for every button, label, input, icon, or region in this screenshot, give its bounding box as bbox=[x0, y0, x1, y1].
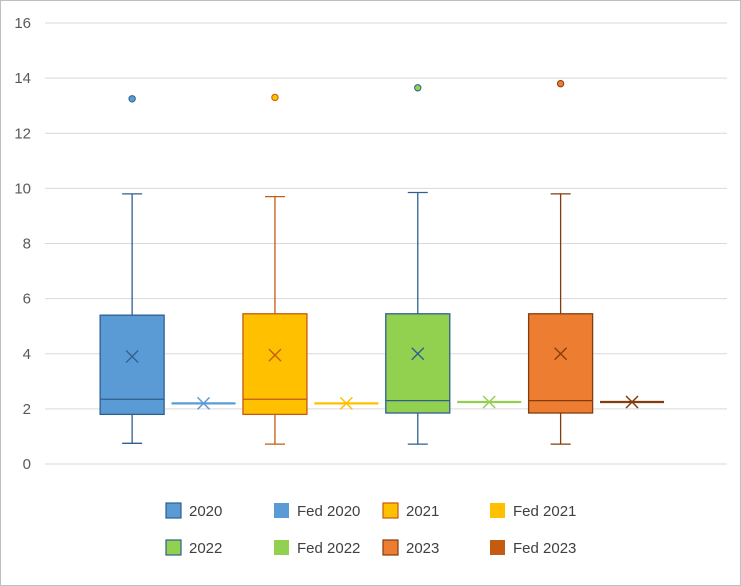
legend-item-2023: 2023 bbox=[382, 539, 439, 557]
y-axis-tick-labels: 0 2 4 6 8 10 12 14 16 bbox=[14, 15, 31, 473]
series-fed-2022 bbox=[457, 395, 522, 409]
mean-marker-b bbox=[625, 395, 639, 409]
iqr-box bbox=[385, 313, 451, 414]
legend-swatch bbox=[490, 503, 505, 518]
legend-label: Fed 2020 bbox=[297, 503, 360, 520]
legend-item-fed-2022: Fed 2022 bbox=[274, 540, 360, 557]
legend-item-2022: 2022 bbox=[165, 539, 222, 557]
legend-label: 2023 bbox=[406, 540, 439, 557]
y-tick-label-8: 8 bbox=[23, 236, 31, 253]
series-2022 bbox=[385, 84, 451, 445]
legend-label: 2020 bbox=[189, 503, 222, 520]
iqr-box bbox=[242, 313, 308, 416]
mean-marker-b bbox=[482, 395, 496, 409]
outlier-point bbox=[128, 95, 136, 103]
legend-swatch bbox=[382, 539, 399, 556]
series-fed-2023 bbox=[600, 395, 665, 409]
y-tick-label-4: 4 bbox=[23, 346, 31, 363]
legend-swatch bbox=[382, 502, 399, 519]
legend-swatch bbox=[274, 540, 289, 555]
outlier-point bbox=[414, 84, 422, 92]
series-2021 bbox=[242, 93, 308, 445]
mean-marker-b bbox=[197, 396, 211, 410]
legend-item-fed-2020: Fed 2020 bbox=[274, 503, 360, 520]
legend-swatch bbox=[165, 539, 182, 556]
y-tick-label-6: 6 bbox=[23, 291, 31, 308]
legend-label: Fed 2023 bbox=[513, 540, 576, 557]
plot-series bbox=[99, 79, 665, 445]
mean-marker-b bbox=[411, 347, 425, 361]
legend-item-2020: 2020 bbox=[165, 502, 222, 520]
mean-marker-b bbox=[125, 350, 139, 363]
legend-label: Fed 2022 bbox=[297, 540, 360, 557]
legend-item-2021: 2021 bbox=[382, 502, 439, 520]
iqr-box bbox=[527, 313, 594, 414]
legend-swatch bbox=[274, 503, 289, 518]
legend: 2020 Fed 2020 2021 Fed 2021 2022 Fed 2022 2023… bbox=[165, 502, 576, 557]
legend-swatch bbox=[165, 502, 182, 519]
series-2023 bbox=[527, 79, 594, 445]
y-tick-label-10: 10 bbox=[14, 180, 31, 197]
mean-marker-b bbox=[268, 348, 282, 362]
series-2020 bbox=[99, 95, 165, 444]
series-fed-2021 bbox=[314, 396, 379, 410]
y-tick-label-2: 2 bbox=[23, 401, 31, 418]
y-tick-label-16: 16 bbox=[14, 15, 31, 32]
legend-label: 2022 bbox=[189, 540, 222, 557]
legend-label: Fed 2021 bbox=[513, 503, 576, 520]
y-tick-label-0: 0 bbox=[23, 456, 31, 473]
mean-marker-b bbox=[339, 396, 353, 410]
outlier-point bbox=[271, 93, 279, 102]
mean-marker-b bbox=[554, 347, 568, 361]
legend-item-fed-2021: Fed 2021 bbox=[490, 503, 576, 520]
legend-label: 2021 bbox=[406, 503, 439, 520]
y-tick-label-14: 14 bbox=[14, 70, 31, 87]
y-tick-label-12: 12 bbox=[14, 125, 31, 142]
outlier-point bbox=[556, 79, 565, 88]
iqr-box bbox=[99, 314, 165, 416]
legend-item-fed-2023: Fed 2023 bbox=[490, 540, 576, 557]
legend-swatch bbox=[490, 540, 505, 555]
series-fed-2020 bbox=[171, 396, 236, 410]
